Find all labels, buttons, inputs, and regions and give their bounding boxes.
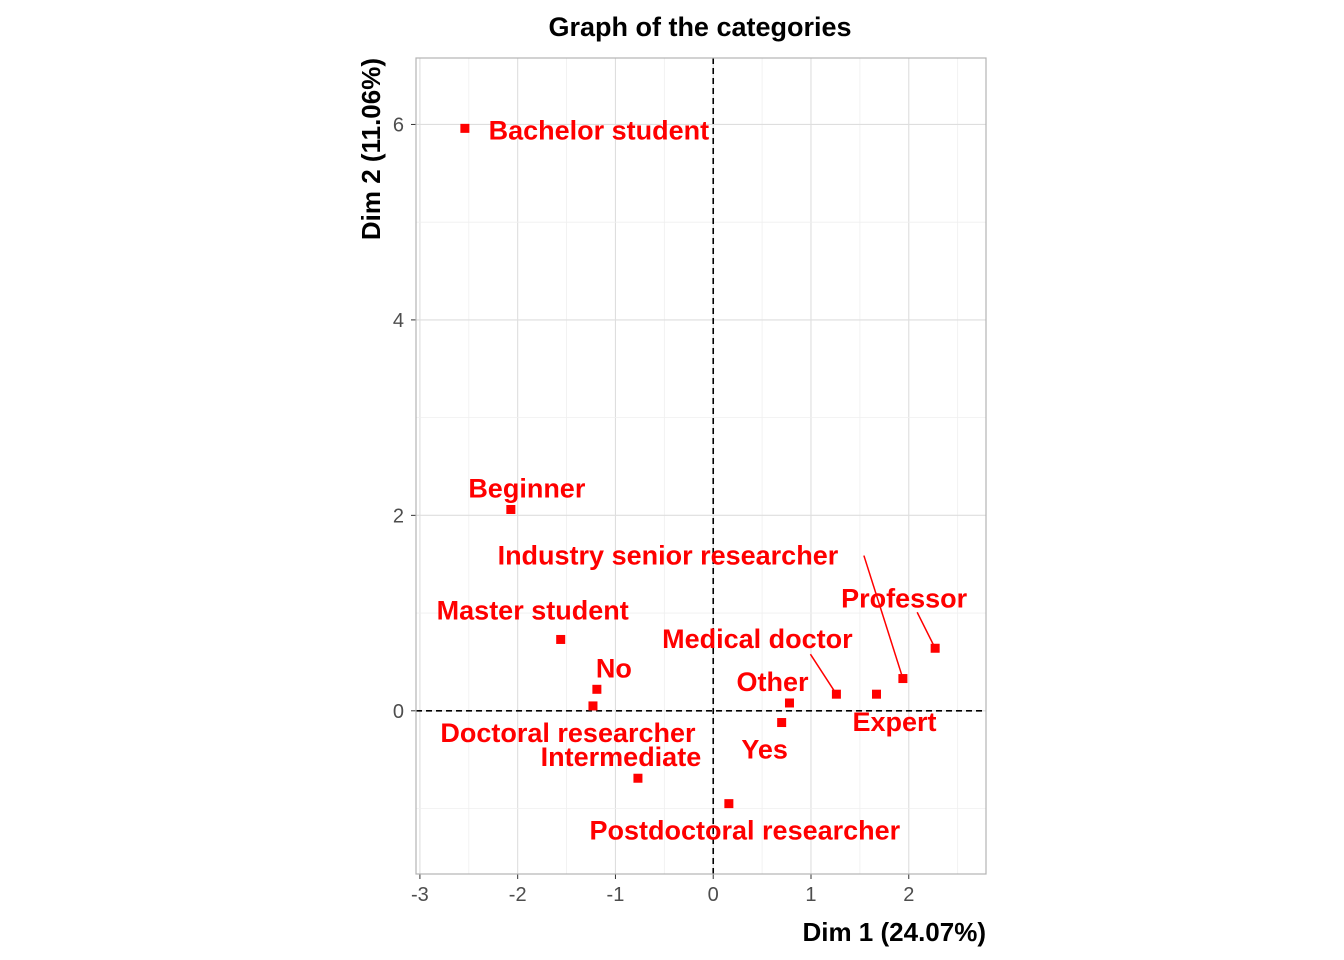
data-point: [898, 674, 908, 684]
y-tick-label: 4: [393, 310, 404, 332]
label-leader-line: [809, 653, 838, 695]
data-point: [592, 684, 602, 694]
axis-ticks: -3 -2 -1 0 1 2 0 2 4 6: [393, 114, 914, 906]
data-point: [588, 701, 598, 711]
data-point: [831, 689, 841, 699]
point-label: Medical doctor: [662, 624, 853, 654]
data-point: [724, 799, 734, 809]
point-label: No: [596, 653, 632, 683]
point-label: Bachelor student: [489, 115, 710, 145]
point-label: Expert: [852, 707, 936, 737]
points: Bachelor student Beginner Master student No…: [437, 115, 968, 845]
data-point: [460, 123, 470, 133]
data-point: [930, 643, 940, 653]
point-label: Yes: [741, 735, 788, 765]
data-point: [871, 689, 881, 699]
point-label: Postdoctoral researcher: [590, 816, 901, 846]
point-label: Doctoral researcher: [440, 718, 696, 748]
x-tick-label: 0: [708, 884, 719, 906]
point-label: Beginner: [468, 473, 586, 503]
y-tick-label: 2: [393, 505, 404, 527]
y-axis-label: Dim 2 (11.06%): [356, 58, 386, 240]
data-point: [784, 698, 794, 708]
point-label: Industry senior researcher: [498, 541, 839, 571]
y-tick-label: 6: [393, 114, 404, 136]
data-point: [556, 634, 566, 644]
label-leader-line: [916, 611, 936, 649]
data-point: [777, 718, 787, 728]
x-axis-label: Dim 1 (24.07%): [802, 917, 986, 947]
y-tick-label: 0: [393, 701, 404, 723]
reference-lines: [416, 58, 986, 874]
point-label: Intermediate: [541, 742, 702, 772]
x-tick-label: 1: [805, 884, 816, 906]
x-tick-label: -2: [509, 884, 527, 906]
point-label: Master student: [437, 595, 629, 625]
x-tick-label: 2: [903, 884, 914, 906]
x-tick-label: -1: [607, 884, 625, 906]
point-label: Other: [736, 667, 809, 697]
chart-title: Graph of the categories: [548, 12, 851, 42]
data-point: [633, 773, 643, 783]
panel-border: [415, 57, 987, 875]
label-leader-line: [863, 555, 904, 679]
x-tick-label: -3: [411, 884, 429, 906]
point-label: Professor: [841, 583, 968, 613]
data-point: [506, 504, 516, 514]
